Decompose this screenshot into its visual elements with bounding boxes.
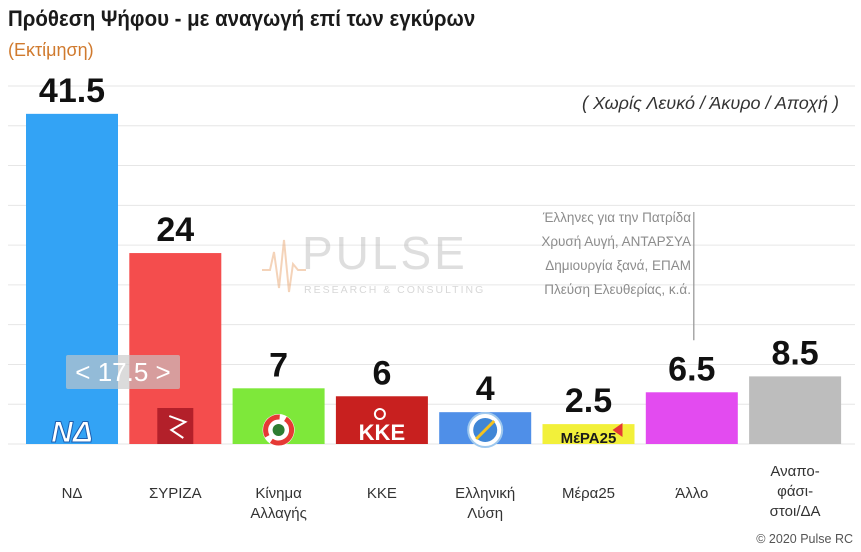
value-label: 4 xyxy=(476,370,495,408)
pulse-wave-icon xyxy=(262,239,306,293)
other-parties-note: Έλληνες για την Πατρίδα Χρυσή Αυγή, ΑΝΤΑ… xyxy=(541,206,691,302)
category-label: Αναπο-φάσι-στοι/ΔΑ xyxy=(770,463,821,520)
value-label: 6 xyxy=(372,354,391,392)
value-label: 41.5 xyxy=(39,72,105,110)
syriza-logo-icon xyxy=(157,408,194,444)
value-label: 7 xyxy=(269,346,288,384)
kinal-logo-icon xyxy=(262,414,295,446)
value-label: 24 xyxy=(156,211,194,249)
category-label: Μέρα25 xyxy=(562,485,615,502)
other-note-line: Χρυσή Αυγή, ΑΝΤΑΡΣΥΑ xyxy=(541,234,691,249)
category-label: ΚΚΕ xyxy=(367,485,397,502)
kke-logo-icon: ΚΚΕ xyxy=(359,420,405,445)
other-note-line: Έλληνες για την Πατρίδα xyxy=(542,210,691,225)
pulse-watermark: PULSE RESEARCH & CONSULTING xyxy=(262,226,483,308)
bar xyxy=(645,392,738,444)
value-label: 2.5 xyxy=(565,382,612,420)
category-label: Άλλο xyxy=(675,485,708,502)
bar xyxy=(335,396,428,444)
lead-gap-badge: < 17.5 > xyxy=(66,355,180,389)
other-note-line: Πλεύση Ελευθερίας, κ.ά. xyxy=(544,282,691,297)
value-label: 8.5 xyxy=(771,334,818,372)
nd-logo-icon: ΝΔ xyxy=(51,416,93,449)
chart-title: Πρόθεση Ψήφου - με αναγωγή επί των εγκύρ… xyxy=(8,6,476,31)
category-label: Κίνημα Αλλαγής xyxy=(250,485,307,522)
bar xyxy=(542,424,635,444)
other-note-line: Δημιουργία ξανά, ΕΠΑΜ xyxy=(545,258,691,273)
bar xyxy=(26,113,118,444)
watermark-word: PULSE xyxy=(302,227,468,279)
value-label: 6.5 xyxy=(668,350,715,388)
category-label: ΝΔ xyxy=(62,485,83,502)
exclusion-note: ( Χωρίς Λευκό / Άκυρο / Αποχή ) xyxy=(581,93,839,113)
mera25-arrow-icon xyxy=(612,423,623,437)
category-label: ΣΥΡΙΖΑ xyxy=(149,485,202,502)
bar xyxy=(749,376,842,444)
kke-hammer-sickle-icon xyxy=(373,408,386,420)
elliniki-lysi-logo-icon xyxy=(467,412,504,448)
chart-subtitle: (Εκτίμηση) xyxy=(8,40,94,60)
mera25-logo-icon: ΜέΡΑ25 xyxy=(561,430,617,447)
copyright: © 2020 Pulse RC xyxy=(756,532,853,546)
watermark-sub: RESEARCH & CONSULTING xyxy=(304,284,486,296)
category-label: Ελληνική Λύση xyxy=(455,485,515,522)
